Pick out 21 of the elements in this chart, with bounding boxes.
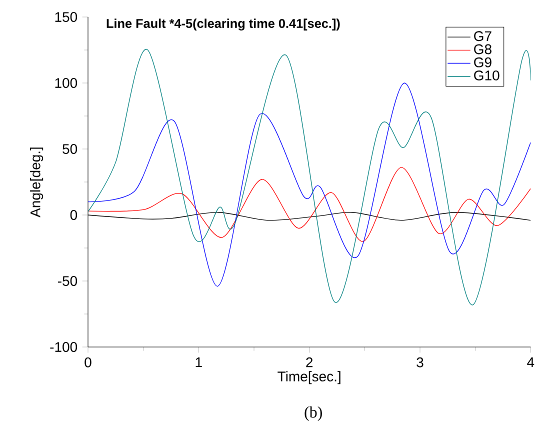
legend-label: G9: [474, 57, 492, 68]
legend-label: G8: [474, 44, 492, 54]
legend-label: G7: [474, 31, 492, 42]
x-tick-label: 4: [527, 357, 534, 368]
chart-title: Line Fault *4-5(clearing time 0.41[sec.]): [106, 18, 340, 31]
x-tick-label: 2: [306, 357, 313, 368]
x-tick-label: 0: [84, 357, 92, 368]
x-tick-label: 3: [416, 357, 424, 368]
y-tick-label: 50: [62, 144, 78, 154]
y-tick-label: 100: [55, 78, 78, 88]
y-tick-label: 150: [55, 12, 78, 22]
y-axis-title: Angle[deg.]: [30, 148, 44, 218]
y-tick-label: 0: [70, 210, 78, 220]
x-axis-title: Time[sec.]: [278, 371, 340, 384]
legend-label: G10: [474, 70, 500, 80]
x-tick-label: 1: [196, 357, 202, 368]
line-series: [88, 82, 531, 287]
text: (b): [304, 406, 322, 421]
y-tick-label: -100: [50, 342, 78, 352]
line-series: [88, 167, 531, 242]
y-tick-label: -50: [58, 276, 78, 286]
